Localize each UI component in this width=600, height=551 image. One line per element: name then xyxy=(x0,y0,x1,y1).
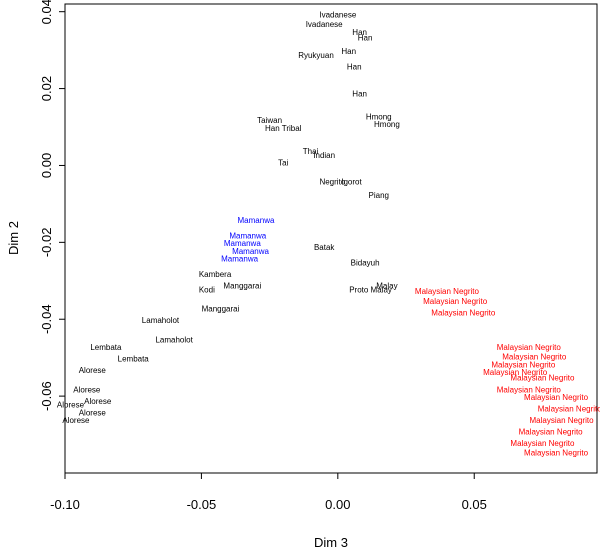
point-label: Alorese xyxy=(73,385,101,394)
point-label: Piang xyxy=(369,191,389,200)
point-label: Igorot xyxy=(341,178,362,187)
point-label: Malaysian Negrito xyxy=(502,353,567,362)
point-label: Mamanwa xyxy=(238,216,275,225)
point-label: Malaysian Negrito xyxy=(524,393,589,402)
y-tick-label: -0.04 xyxy=(39,304,54,334)
point-label: Malaysian Negrito xyxy=(497,385,562,394)
point-label: Alorese xyxy=(79,408,107,417)
y-tick-label: 0.00 xyxy=(39,153,54,178)
point-label: Thai xyxy=(303,147,319,156)
y-axis-title: Dim 2 xyxy=(6,221,21,255)
point-label: Han xyxy=(347,62,362,71)
point-label: Bidayuh xyxy=(351,258,380,267)
point-label: Han xyxy=(358,34,373,43)
y-tick-label: -0.02 xyxy=(39,228,54,258)
point-label: Malaysian Negrito xyxy=(510,439,575,448)
x-axis: -0.10 -0.05 0.00 0.05 xyxy=(50,473,487,512)
x-tick-label: -0.05 xyxy=(187,497,217,512)
x-tick-label: 0.00 xyxy=(325,497,350,512)
y-tick-label: 0.02 xyxy=(39,76,54,101)
point-label: Malaysian Negrito xyxy=(491,360,556,369)
point-label: Ivadanese xyxy=(319,10,356,19)
point-label: Lembata xyxy=(118,355,150,364)
point-label: Lamaholot xyxy=(155,335,193,344)
point-label: Malaysian Negrito xyxy=(510,374,575,383)
point-label: Hmong xyxy=(366,112,392,121)
point-label: Negrito xyxy=(319,178,345,187)
point-label: Malaysian Negrito xyxy=(524,449,589,458)
x-tick-label: 0.05 xyxy=(462,497,487,512)
point-label: Alorese xyxy=(79,366,107,375)
point-label: Malay xyxy=(376,281,397,290)
point-label: Batak xyxy=(314,243,335,252)
point-label: Alorese xyxy=(57,401,85,410)
y-tick-label: -0.06 xyxy=(39,381,54,411)
point-label: Lembata xyxy=(90,343,122,352)
x-axis-title: Dim 3 xyxy=(314,535,348,550)
point-label: Ivadanese xyxy=(306,20,343,29)
x-tick-label: -0.10 xyxy=(50,497,80,512)
point-label: Malaysian Negrito xyxy=(538,404,600,413)
point-label: Taiwan xyxy=(257,116,282,125)
point-label: Malaysian Negrito xyxy=(497,343,562,352)
point-label: Han xyxy=(352,89,367,98)
point-label: Lamaholot xyxy=(142,316,180,325)
point-label: Malaysian Negrito xyxy=(519,428,584,437)
point-label: Mamanwa xyxy=(224,239,261,248)
point-label: Mamanwa xyxy=(221,255,258,264)
point-label: Hmong xyxy=(374,120,400,129)
point-label: Mamanwa xyxy=(229,232,266,241)
point-label: Proto Malay xyxy=(349,285,392,294)
point-label: Mamanwa xyxy=(232,247,269,256)
point-label: Alorese xyxy=(84,397,112,406)
point-label: Ryukyuan xyxy=(298,51,334,60)
y-axis: -0.06 -0.04 -0.02 0.00 0.02 0.04 xyxy=(39,0,65,411)
plot-box xyxy=(64,3,598,474)
point-label: Malaysian Negrito xyxy=(423,297,488,306)
point-label: Malaysian Negrito xyxy=(415,287,480,296)
point-label: Han xyxy=(352,28,367,37)
point-label: Kodi xyxy=(199,285,215,294)
point-label: Malaysian Negrito xyxy=(530,416,595,425)
point-label: Han Tribal xyxy=(265,124,302,133)
point-label: Malaysian Negrito xyxy=(483,368,548,377)
point-label: Manggarai xyxy=(223,281,261,290)
point-label: Kambera xyxy=(199,270,232,279)
y-tick-label: 0.04 xyxy=(39,0,54,24)
plot-frame xyxy=(64,3,598,474)
point-label: Alorese xyxy=(62,416,90,425)
point-label: Manggarai xyxy=(202,305,240,314)
point-label: Indian xyxy=(313,151,335,160)
point-label: Han xyxy=(341,47,356,56)
point-label: Malaysian Negrito xyxy=(431,308,496,317)
point-label: Tai xyxy=(278,158,288,167)
